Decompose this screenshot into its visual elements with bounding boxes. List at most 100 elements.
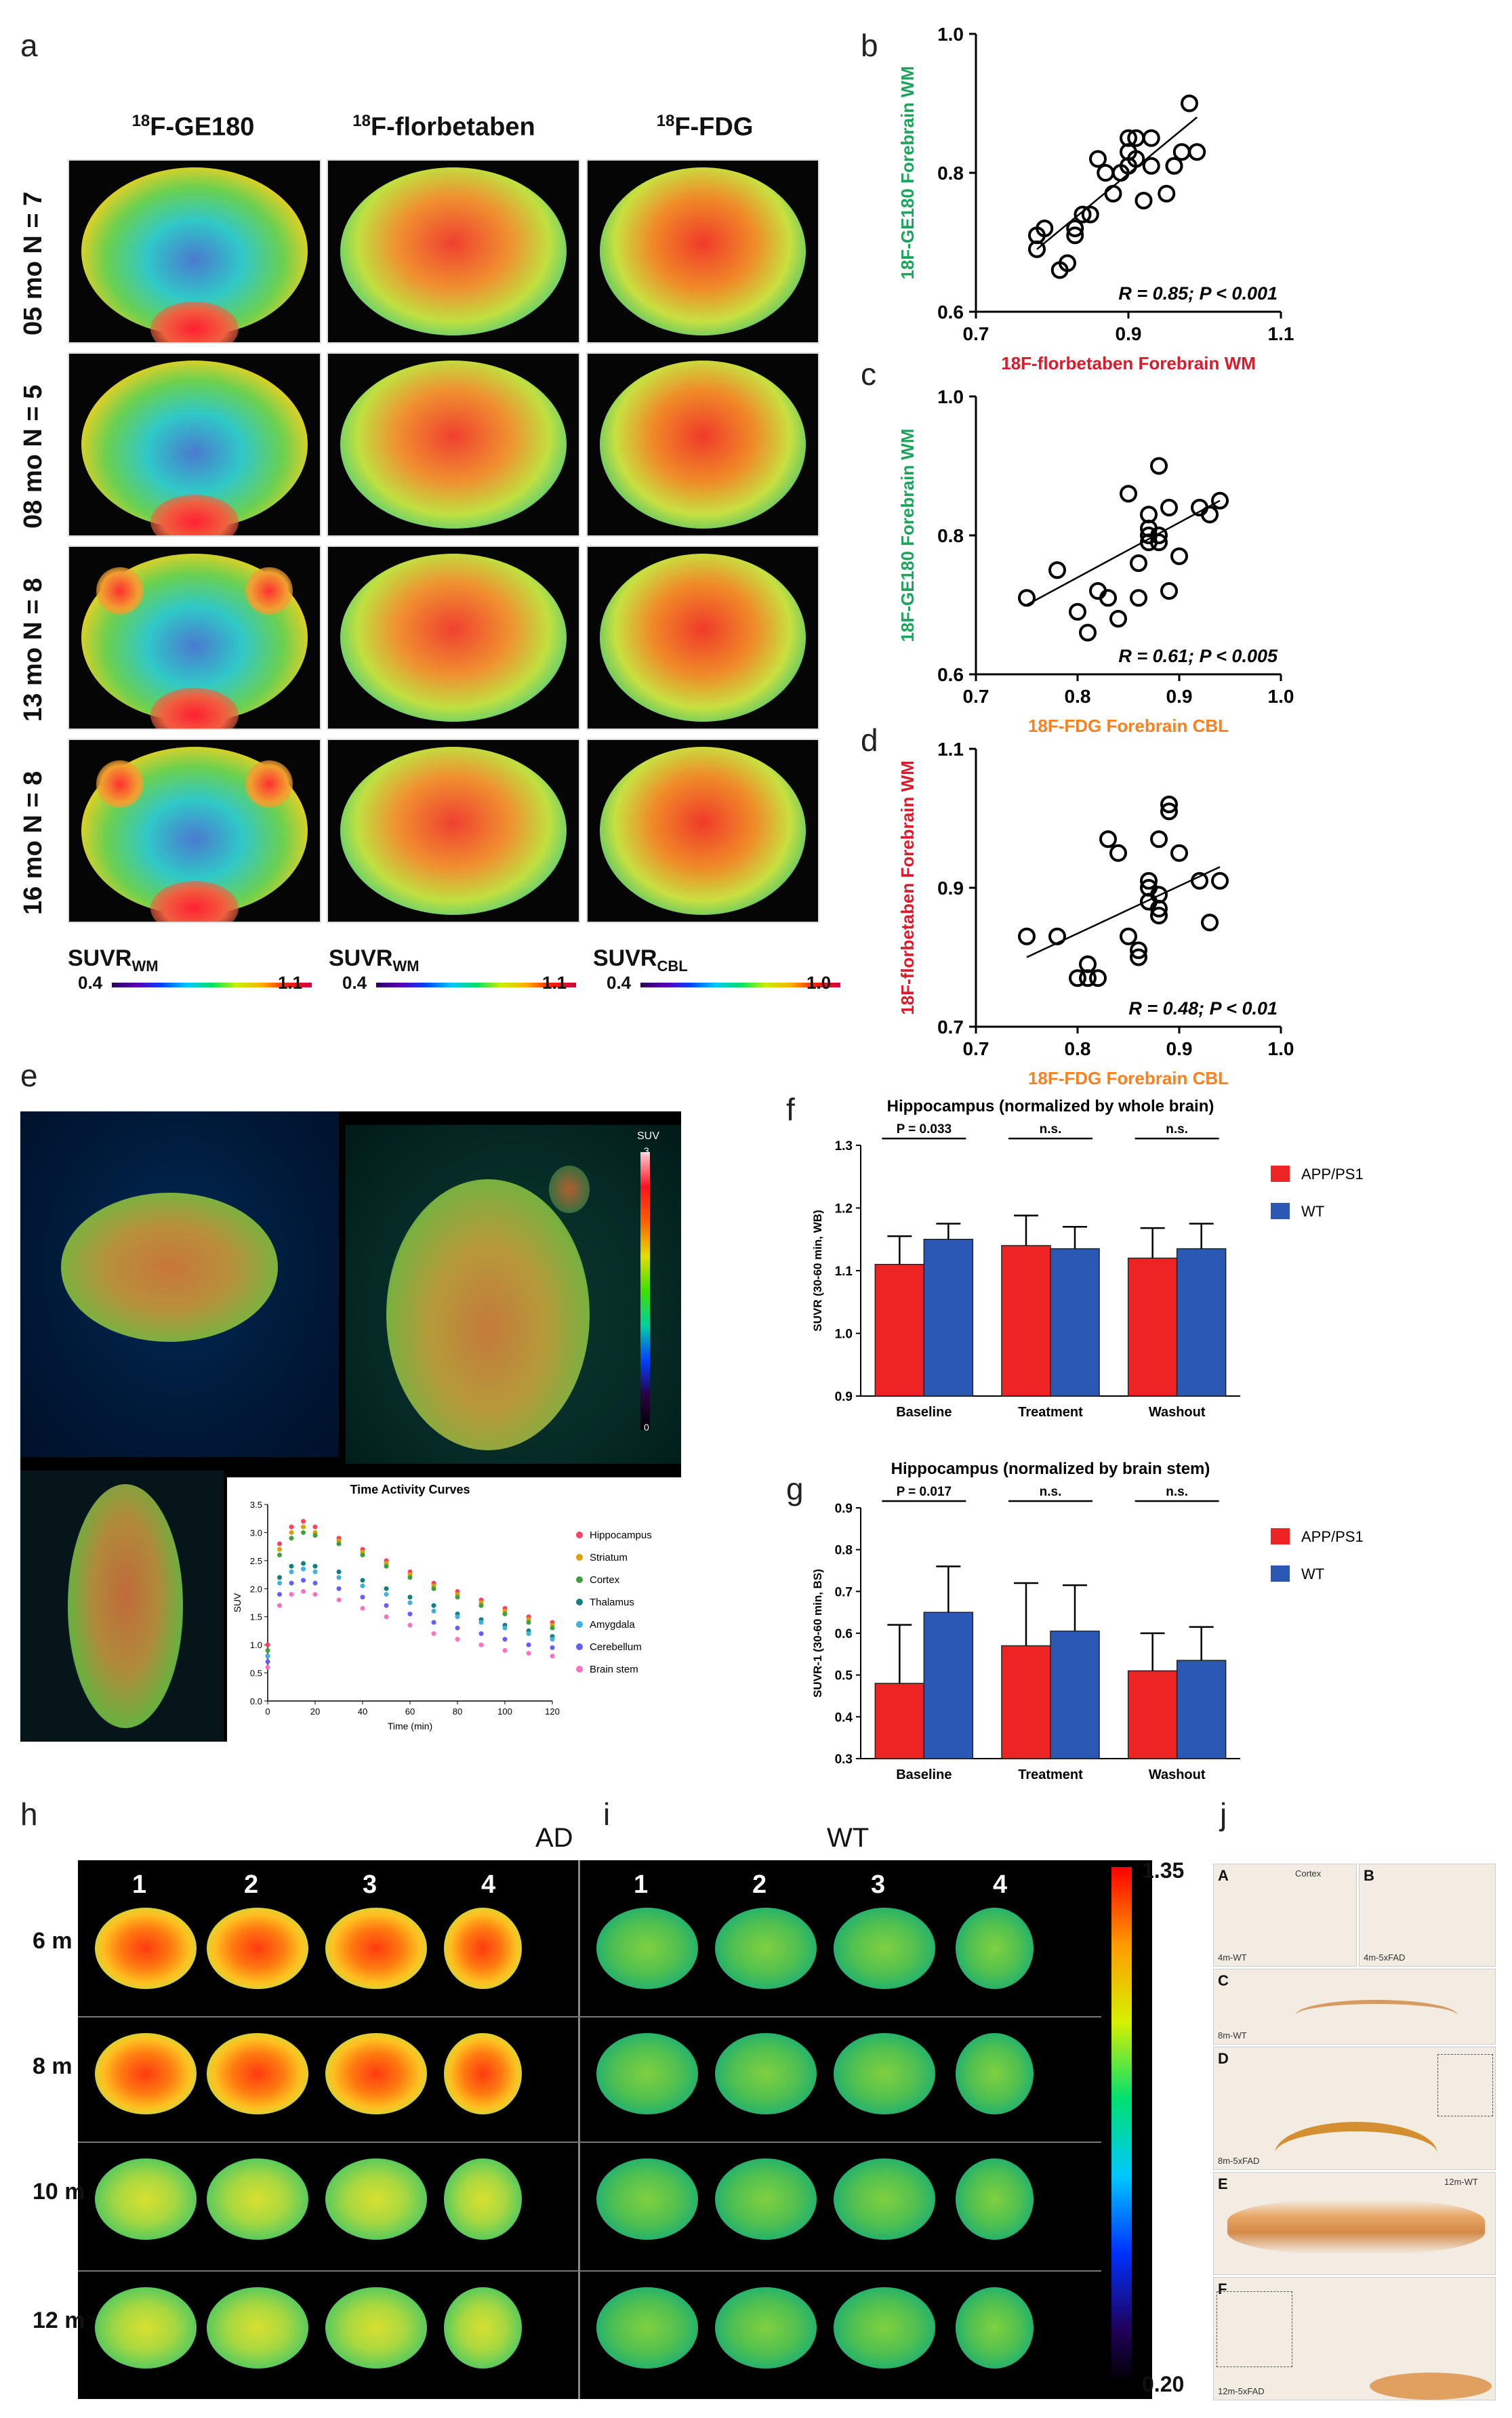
bar-title: Hippocampus (normalized by brain stem) [891, 1460, 1210, 1478]
pet-slice [207, 2287, 308, 2369]
tac-legend-marker [576, 1576, 583, 1583]
bar [1050, 1631, 1100, 1759]
row-separator [78, 2016, 1101, 2017]
tac-point [526, 1631, 531, 1637]
pet-slice [834, 2158, 935, 2240]
bar-y-tick-label: 0.9 [835, 1390, 853, 1404]
x-tick-label: 0.7 [963, 1038, 989, 1059]
colorbar-min-ge180: 0.4 [78, 972, 103, 993]
tac-x-tick-label: 40 [358, 1706, 367, 1717]
data-point [1048, 561, 1066, 579]
bar-y-tick-label: 1.2 [835, 1202, 853, 1216]
data-point [1201, 914, 1219, 932]
data-point [1188, 143, 1206, 161]
data-point [1170, 844, 1188, 862]
data-point [1158, 184, 1176, 203]
panel-label-a: a [20, 28, 38, 63]
colorbar-suv-title: SUV [637, 1130, 659, 1142]
pet-slice [715, 1908, 817, 1989]
wt-col-number: 3 [871, 1870, 886, 1899]
tac-point [301, 1530, 306, 1535]
pet-axial-view [346, 1125, 681, 1464]
pet-slice [596, 2158, 698, 2240]
significance-label: n.s. [1040, 1122, 1062, 1136]
bar-y-tick-label: 1.0 [835, 1328, 853, 1342]
tac-point [265, 1647, 270, 1653]
pet-image-a-r1-c1 [68, 159, 321, 344]
tac-legend-label: Brain stem [590, 1664, 638, 1675]
bar [1176, 1248, 1227, 1397]
tac-point [431, 1608, 436, 1614]
age-row-label: 12 m [33, 2308, 85, 2333]
tac-point [526, 1642, 531, 1647]
colorbar-max-ge180: 1.1 [278, 972, 303, 993]
tac-point [277, 1553, 282, 1558]
legend-label-app: APP/PS1 [1301, 1166, 1364, 1183]
data-point [1135, 192, 1153, 209]
tac-point [336, 1541, 342, 1546]
tac-point [407, 1595, 413, 1600]
legend-swatch-wt [1271, 1565, 1290, 1582]
tac-point [478, 1620, 484, 1625]
ihc-tile-d: D 8m-5xFAD [1213, 2047, 1496, 2170]
ihc-tile-a: A Cortex 4m-WT [1213, 1864, 1357, 1967]
colorbar-hi-min: 0.20 [1142, 2372, 1185, 2396]
bar-y-tick-label: 0.4 [835, 1710, 853, 1725]
tac-point [312, 1592, 318, 1597]
tac-point [502, 1625, 508, 1631]
fit-line [1026, 866, 1221, 958]
colorbar-hi-max: 1.35 [1142, 1858, 1185, 1883]
pet-slice [95, 2287, 197, 2369]
tac-y-tick-label: 1.0 [250, 1640, 262, 1650]
pet-slice [444, 2033, 522, 2114]
tac-point [407, 1575, 413, 1580]
y-axis-label: 18F-GE180 Forebrain WM [897, 429, 918, 642]
y-tick-label: 1.0 [937, 386, 964, 407]
tac-legend-marker [576, 1532, 583, 1538]
legend-label-app: APP/PS1 [1301, 1528, 1364, 1545]
bar [874, 1264, 925, 1397]
ihc-tile-b: B 4m-5xFAD [1359, 1864, 1496, 1967]
x-tick-label: 0.7 [963, 686, 989, 707]
tac-legend-label: Cortex [590, 1574, 620, 1586]
bar-category-label: Treatment [1018, 1405, 1083, 1420]
tac-point [312, 1563, 318, 1569]
tac-point [277, 1592, 282, 1597]
data-point [1081, 205, 1099, 224]
tac-point [478, 1603, 484, 1608]
colorbar-fdg [640, 983, 840, 987]
data-point [1120, 927, 1137, 945]
tac-point [277, 1580, 282, 1586]
pet-slice [325, 2033, 427, 2114]
ad-col-number: 1 [132, 1870, 147, 1899]
pet-image-a-r3-c3 [586, 546, 819, 730]
tac-point [526, 1620, 531, 1625]
data-point [1130, 948, 1147, 966]
data-point [1150, 527, 1168, 544]
tac-point [407, 1612, 413, 1617]
bar-chart-f: Hippocampus (normalized by whole brain) 0… [811, 1097, 1364, 1420]
pet-slice [834, 2033, 935, 2114]
tac-point [431, 1631, 436, 1637]
data-point [1140, 506, 1158, 524]
legend-label-wt: WT [1301, 1203, 1324, 1220]
tac-point [384, 1614, 389, 1620]
tac-point [301, 1524, 306, 1530]
pet-slice [956, 2158, 1034, 2240]
tac-point [312, 1580, 318, 1586]
data-point [1109, 610, 1127, 628]
ihc-tile-e: E 12m-WT [1213, 2172, 1496, 2275]
tac-legend-label: Thalamus [590, 1597, 634, 1608]
tac-point [265, 1659, 270, 1664]
pet-slice [444, 2158, 522, 2240]
tac-point [384, 1563, 389, 1569]
panel-label-b: b [861, 28, 878, 63]
colorbar-suv [640, 1152, 650, 1430]
tac-point [526, 1651, 531, 1656]
tac-legend-marker [576, 1643, 583, 1650]
tac-point [360, 1605, 365, 1611]
bar-category-label: Washout [1149, 1767, 1206, 1782]
tac-x-label: Time (min) [388, 1721, 432, 1731]
tac-x-tick-label: 60 [405, 1706, 415, 1717]
pet-slice [207, 2158, 308, 2240]
